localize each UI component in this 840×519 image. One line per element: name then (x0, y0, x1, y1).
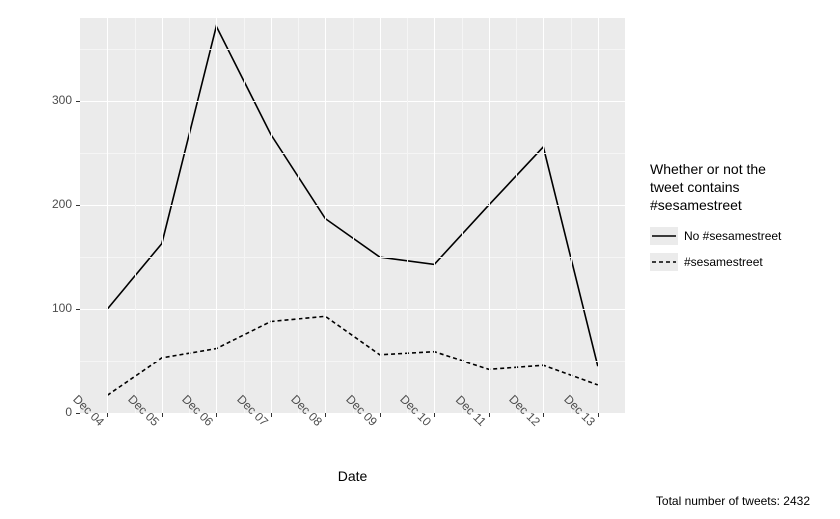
legend-items: No #sesamestreet #sesamestreet (650, 225, 825, 273)
legend-key (650, 253, 678, 271)
legend-label: #sesamestreet (684, 255, 763, 269)
legend-title: Whether or not thetweet contains#sesames… (650, 160, 825, 215)
x-axis-title: Date (80, 468, 625, 484)
chart-container: Number of Tweets Date Whether or not the… (10, 10, 830, 510)
plot-panel (80, 18, 625, 413)
y-tick-label: 0 (32, 405, 72, 419)
legend: Whether or not thetweet contains#sesames… (650, 160, 825, 277)
legend-item: #sesamestreet (650, 251, 825, 273)
legend-label: No #sesamestreet (684, 229, 781, 243)
y-tick-label: 200 (32, 197, 72, 211)
y-tick-label: 100 (32, 301, 72, 315)
caption: Total number of tweets: 2432 (656, 494, 810, 508)
legend-item: No #sesamestreet (650, 225, 825, 247)
y-tick-label: 300 (32, 93, 72, 107)
legend-key (650, 227, 678, 245)
